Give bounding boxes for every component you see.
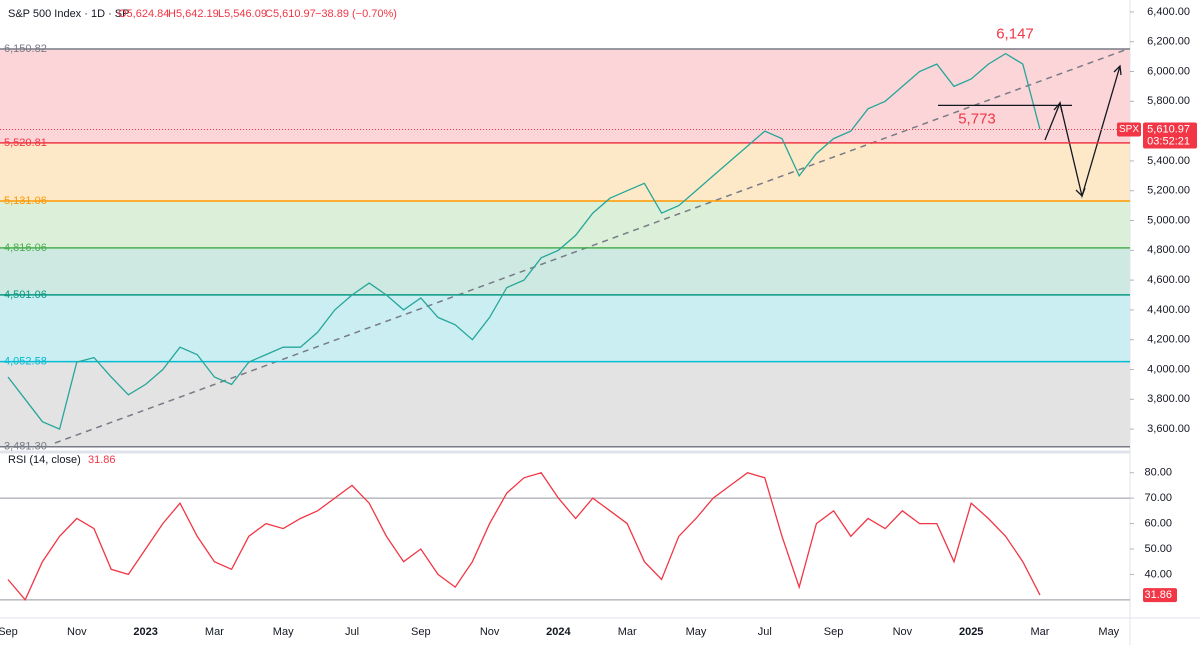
rsi-tag-text: 31.86 (1144, 589, 1172, 601)
y-tick-label: 6,200.00 (1147, 36, 1190, 48)
fib-label: 4,501.06 (4, 289, 47, 301)
low: L5,546.09 (218, 8, 267, 20)
high: H5,642.19 (168, 8, 219, 20)
fib-band (0, 49, 1130, 143)
x-tick-label: Mar (618, 626, 637, 638)
y-tick-label: 4,800.00 (1147, 244, 1190, 256)
x-tick-label: May (273, 626, 294, 638)
series-line (7, 471, 1041, 602)
y-tick-label: 50.00 (1144, 543, 1172, 555)
y-tick-label: 60.00 (1144, 517, 1172, 529)
change: −38.89 (−0.70%) (315, 8, 397, 20)
arrow-head (1053, 101, 1063, 113)
x-tick-label: 2025 (959, 626, 983, 638)
y-tick-label: 5,400.00 (1147, 155, 1190, 167)
x-tick-label: 2024 (546, 626, 571, 638)
symbol-tag-text: SPX (1119, 124, 1139, 135)
fib-band (0, 200, 1130, 248)
x-tick-label: Sep (0, 626, 18, 638)
countdown-text: 03:52:21 (1147, 135, 1190, 147)
y-tick-label: 5,200.00 (1147, 185, 1190, 197)
y-tick-label: 6,000.00 (1147, 65, 1190, 77)
series-line (7, 52, 1041, 430)
x-tick-label: Jul (758, 626, 772, 638)
y-tick-label: 4,400.00 (1147, 304, 1190, 316)
x-tick-label: Nov (67, 626, 87, 638)
fib-band (0, 361, 1130, 447)
y-tick-label: 6,400.00 (1147, 6, 1190, 18)
fib-band (0, 294, 1130, 362)
rsi-tag (1143, 588, 1177, 603)
arrow-head (1075, 187, 1086, 198)
y-tick-label: 3,800.00 (1147, 393, 1190, 405)
fib-band (0, 142, 1130, 201)
fib-label: 6,150.82 (4, 43, 47, 55)
y-tick-label: 4,200.00 (1147, 334, 1190, 346)
y-tick-label: 5,800.00 (1147, 95, 1190, 107)
rsi-value: 31.86 (88, 454, 116, 466)
rsi-title: RSI (14, close) (8, 454, 81, 466)
projection-arrow (1044, 65, 1121, 199)
x-tick-label: Sep (824, 626, 844, 638)
price-tag-text: 5,610.97 (1147, 123, 1190, 135)
x-tick-label: May (686, 626, 707, 638)
x-tick-label: Sep (411, 626, 431, 638)
y-tick-label: 70.00 (1144, 492, 1172, 504)
x-tick-label: Nov (893, 626, 913, 638)
fib-label: 5,131.06 (4, 195, 47, 207)
close: C5,610.97 (265, 8, 316, 20)
support-annotation: 5,773 (958, 110, 996, 127)
x-tick-label: 2023 (133, 626, 157, 638)
x-tick-label: May (1098, 626, 1119, 638)
y-tick-label: 40.00 (1144, 568, 1172, 580)
peak-annotation: 6,147 (996, 26, 1034, 43)
fib-label: 4,052.58 (4, 356, 47, 368)
x-tick-label: Jul (345, 626, 359, 638)
price-tag (1143, 122, 1197, 149)
symbol-tag (1117, 122, 1141, 137)
fib-label: 5,520.81 (4, 137, 47, 149)
open: O5,624.84 (118, 8, 169, 20)
x-tick-label: Mar (205, 626, 224, 638)
y-tick-label: 5,000.00 (1147, 214, 1190, 226)
symbol-title: S&P 500 Index · 1D · SP (8, 8, 129, 20)
y-tick-label: 80.00 (1144, 467, 1172, 479)
y-tick-label: 4,600.00 (1147, 274, 1190, 286)
x-tick-label: Mar (1031, 626, 1050, 638)
header: S&P 500 Index · 1D · SP O5,624.84 H5,642… (8, 8, 397, 466)
y-tick-label: 3,600.00 (1147, 423, 1190, 435)
y-tick-label: 4,000.00 (1147, 363, 1190, 375)
fib-label: 4,816.06 (4, 242, 47, 254)
arrow-head (1113, 64, 1122, 76)
trend-line (54, 49, 1126, 444)
x-tick-label: Nov (480, 626, 500, 638)
fib-label: 3,481.30 (4, 441, 47, 453)
